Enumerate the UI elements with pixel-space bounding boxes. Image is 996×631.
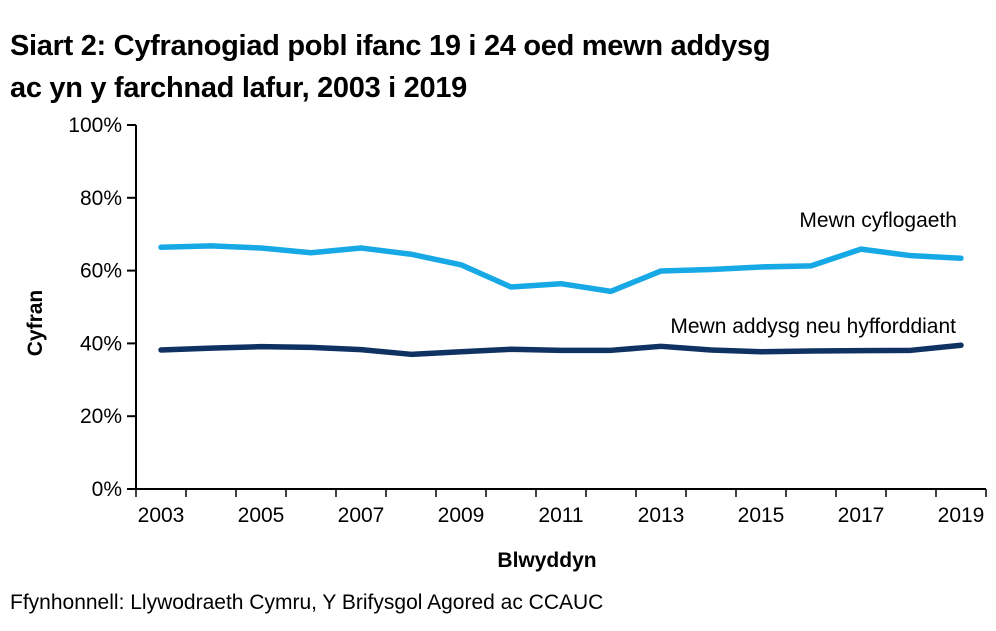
series-label-1: Mewn addysg neu hyfforddiant <box>670 315 956 338</box>
chart-title-line2: ac yn y farchnad lafur, 2003 i 2019 <box>10 72 467 105</box>
x-tick-label: 2011 <box>538 504 583 527</box>
line-chart: 0% 20% 40% 60% 80% 100% 2003 2005 2007 2009 2011 20… <box>24 114 987 572</box>
x-tick-label: 2013 <box>638 504 685 527</box>
y-axis-title: Cyfran <box>24 290 47 357</box>
x-tick-label: 2007 <box>338 504 385 527</box>
x-tick-label: 2017 <box>838 504 885 527</box>
x-tick-label: 2003 <box>138 504 185 527</box>
y-tick-label: 60% <box>80 260 122 283</box>
series-line-1 <box>158 342 964 358</box>
series-label-0: Mewn cyflogaeth <box>799 209 957 232</box>
x-axis-title: Blwyddyn <box>497 549 596 572</box>
y-tick-label: 20% <box>80 405 122 428</box>
chart-title: Siart 2: Cyfranogiad pobl ifanc 19 i 24 … <box>10 25 985 109</box>
source-note: Ffynhonnell: Llywodraeth Cymru, Y Brifys… <box>10 591 604 614</box>
y-tick-label: 40% <box>80 332 122 355</box>
y-tick-label: 100% <box>68 114 122 137</box>
series-line-0 <box>158 243 964 295</box>
x-tick-label: 2005 <box>238 504 285 527</box>
y-tick-label: 80% <box>80 187 122 210</box>
x-tick-label: 2009 <box>438 504 485 527</box>
x-tick-label: 2019 <box>938 504 985 527</box>
chart-title-line1: Siart 2: Cyfranogiad pobl ifanc 19 i 24 … <box>10 30 771 63</box>
y-tick-label: 0% <box>92 478 122 501</box>
x-tick-label: 2015 <box>738 504 785 527</box>
